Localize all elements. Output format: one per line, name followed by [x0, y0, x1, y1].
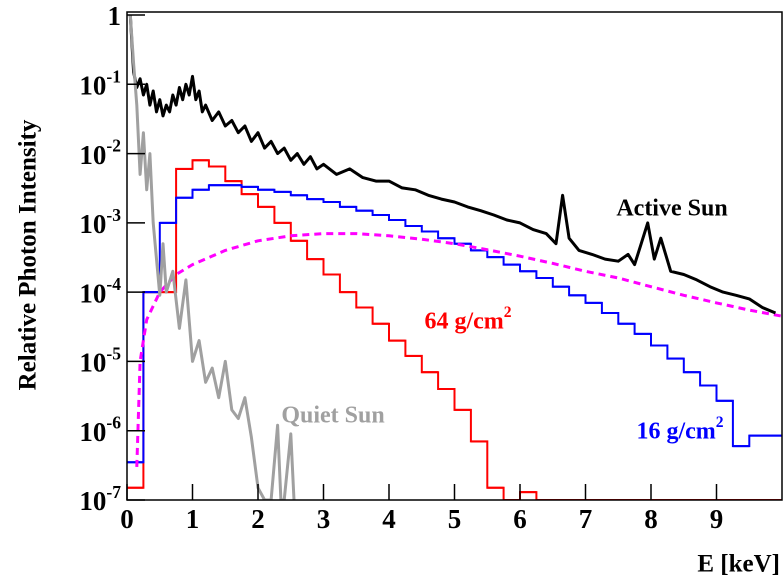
y-tick-label: 10-4: [79, 274, 121, 308]
histogram-outline: [127, 184, 782, 464]
x-tick-label: 8: [644, 504, 658, 534]
y-tick-label: 10-2: [79, 136, 121, 170]
histogram-outline: [127, 159, 782, 500]
series-line: [128, 14, 296, 500]
x-tick-label: 9: [710, 504, 724, 534]
x-axis-title: E [keV]: [697, 551, 780, 578]
series-label: 64 g/cm2: [424, 304, 511, 335]
x-tick-label: 1: [186, 504, 200, 534]
y-tick-label: 10-3: [79, 205, 121, 239]
x-tick-label: 7: [579, 504, 593, 534]
y-tick-label: 10-7: [79, 482, 121, 516]
y-tick-label: 10-6: [79, 413, 121, 447]
x-tick-label: 0: [120, 504, 134, 534]
x-tick-label: 6: [513, 504, 527, 534]
x-tick-label: 4: [382, 504, 396, 534]
plot-area: [127, 14, 782, 500]
y-tick-label: 10-5: [79, 343, 121, 377]
x-tick-label: 2: [251, 504, 265, 534]
y-tick-label: 1: [108, 1, 122, 31]
series-label: Active Sun: [616, 196, 727, 222]
y-axis-title: Relative Photon Intensity: [15, 119, 42, 390]
x-tick-label: 3: [317, 504, 331, 534]
y-tick-label: 10-1: [79, 66, 121, 100]
series-label: 16 g/cm2: [636, 414, 723, 445]
x-tick-label: 5: [448, 504, 462, 534]
series-line: [128, 14, 777, 315]
series-label: Quiet Sun: [281, 403, 384, 429]
